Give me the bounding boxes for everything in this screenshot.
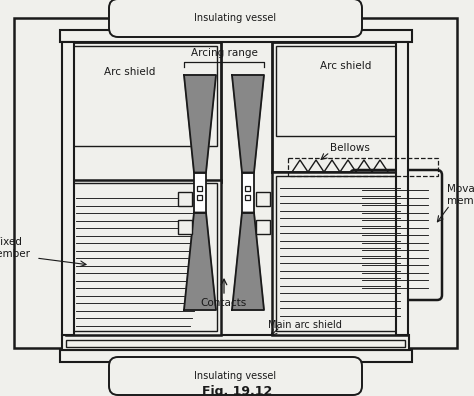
Bar (66, 42, 221, 182)
Bar (14, 18, 457, 348)
Bar (60, 30, 412, 42)
Text: Contacts: Contacts (201, 298, 247, 308)
Text: Bellows: Bellows (330, 143, 370, 153)
Bar (60, 350, 412, 362)
Bar (66, 340, 405, 347)
Bar (272, 42, 407, 172)
Bar (276, 176, 403, 331)
Text: Fig. 19.12: Fig. 19.12 (202, 385, 272, 396)
Text: Main arc shield: Main arc shield (268, 320, 342, 330)
Bar (242, 173, 254, 213)
FancyBboxPatch shape (350, 170, 442, 300)
Polygon shape (184, 75, 216, 173)
Bar (256, 220, 270, 234)
Bar (178, 192, 192, 206)
Text: Insulating vessel: Insulating vessel (194, 13, 276, 23)
FancyBboxPatch shape (109, 357, 362, 395)
Bar (70, 46, 217, 146)
Bar (276, 46, 403, 136)
Text: Insulating vessel: Insulating vessel (194, 371, 276, 381)
Polygon shape (232, 75, 264, 173)
Bar (62, 335, 409, 350)
Bar (288, 158, 438, 176)
Polygon shape (184, 213, 216, 310)
FancyBboxPatch shape (109, 0, 362, 37)
Polygon shape (232, 213, 264, 310)
Text: Arcing range: Arcing range (191, 48, 257, 58)
Bar (197, 185, 202, 190)
Text: Fixed
member: Fixed member (0, 237, 30, 259)
Text: Movable
member: Movable member (447, 184, 474, 206)
Bar (178, 220, 192, 234)
Bar (245, 185, 250, 190)
Bar (70, 183, 217, 331)
Text: Arc shield: Arc shield (104, 67, 155, 77)
Bar (256, 192, 270, 206)
Bar (197, 194, 202, 200)
Bar (194, 173, 206, 213)
Bar (245, 194, 250, 200)
Bar (66, 180, 221, 335)
Bar (396, 42, 408, 335)
Text: Arc shield: Arc shield (320, 61, 371, 71)
Bar (272, 172, 407, 335)
Bar (62, 42, 74, 335)
